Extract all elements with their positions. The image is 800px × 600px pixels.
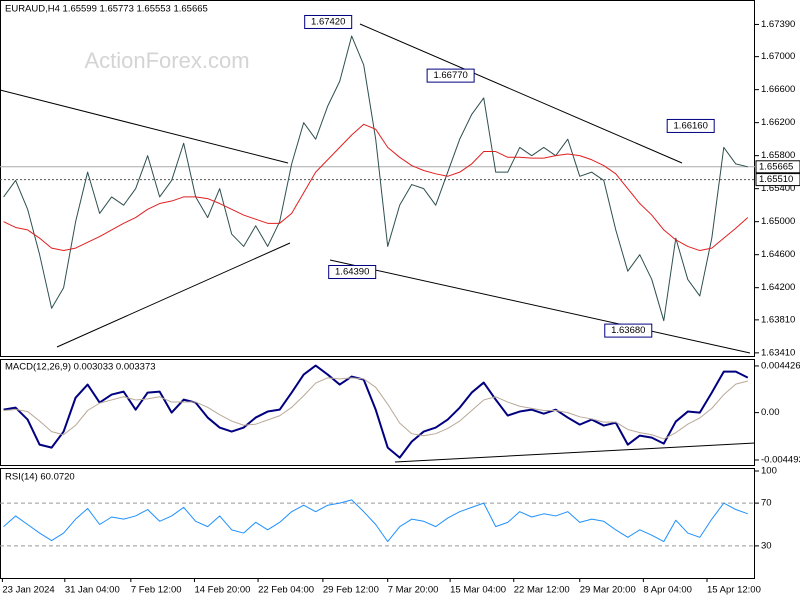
y-tick-label: 0.00	[761, 407, 780, 418]
y-tick-label: 1.65000	[761, 216, 795, 227]
trend-line	[0, 89, 289, 164]
annotation-box	[604, 323, 653, 338]
y-tick-label: 1.65800	[761, 150, 795, 161]
trend-line	[359, 23, 683, 164]
rsi-title: RSI(14) 60.0720	[5, 472, 75, 483]
y-tick-label: -0.004493	[761, 454, 800, 465]
annotation-label: 1.66770	[433, 70, 467, 81]
x-tick-label: 7 Mar 20:00	[388, 585, 439, 596]
watermark: ActionForex.com	[84, 48, 249, 73]
x-tick-label: 22 Mar 12:00	[514, 585, 570, 596]
x-tick-label: 7 Feb 12:00	[131, 585, 182, 596]
annotation-label: 1.63680	[611, 325, 645, 336]
level-label: 1.65510	[759, 174, 793, 185]
series-line	[3, 35, 748, 322]
chart-title: EURAUD,H4 1.65599 1.65773 1.65553 1.6566…	[5, 4, 208, 15]
macd-panel	[0, 359, 755, 466]
series-line	[3, 364, 749, 459]
y-tick-label: 1.63410	[761, 347, 795, 358]
annotation-box	[328, 265, 377, 280]
trend-line	[394, 442, 756, 463]
y-tick-label: 1.65400	[761, 183, 795, 194]
trend-line	[56, 242, 291, 348]
annotation-box	[304, 14, 353, 29]
y-tick-label: 30	[761, 540, 772, 551]
y-tick-label: 70	[761, 498, 772, 509]
x-tick-label: 31 Jan 04:00	[65, 585, 120, 596]
annotation-label: 1.67420	[311, 16, 345, 27]
series-line	[3, 377, 748, 440]
series-line	[3, 499, 748, 543]
x-tick-label: 15 Apr 12:00	[707, 585, 761, 596]
series-line	[3, 123, 749, 252]
annotation-box	[426, 68, 475, 83]
y-tick-label: 1.64200	[761, 282, 795, 293]
y-tick-label: 1.64600	[761, 249, 795, 260]
x-tick-label: 22 Feb 04:00	[258, 585, 314, 596]
annotation-label: 1.66160	[674, 120, 708, 131]
x-tick-label: 29 Mar 20:00	[580, 585, 636, 596]
rsi-panel	[0, 468, 755, 579]
annotation-label: 1.64390	[335, 267, 369, 278]
price-panel	[0, 0, 755, 357]
y-tick-label: 100	[761, 466, 777, 477]
macd-title: MACD(12,26,9) 0.003033 0.003373	[5, 362, 156, 373]
y-tick-label: 1.67000	[761, 51, 795, 62]
y-tick-label: 1.63810	[761, 314, 795, 325]
x-tick-label: 14 Feb 20:00	[194, 585, 250, 596]
trend-line	[329, 259, 751, 354]
y-tick-label: 1.67390	[761, 19, 795, 30]
y-tick-label: 1.66600	[761, 84, 795, 95]
x-tick-label: 8 Apr 04:00	[643, 585, 692, 596]
level-box	[755, 173, 800, 187]
y-tick-label: 1.66200	[761, 117, 795, 128]
x-tick-label: 29 Feb 12:00	[323, 585, 379, 596]
y-tick-label: 0.004426	[761, 360, 800, 371]
current-price-label: 1.65665	[759, 161, 793, 172]
x-tick-label: 23 Jan 2024	[2, 585, 54, 596]
x-tick-label: 15 Mar 04:00	[450, 585, 506, 596]
current-price-box	[755, 160, 800, 174]
annotation-box	[666, 118, 715, 133]
